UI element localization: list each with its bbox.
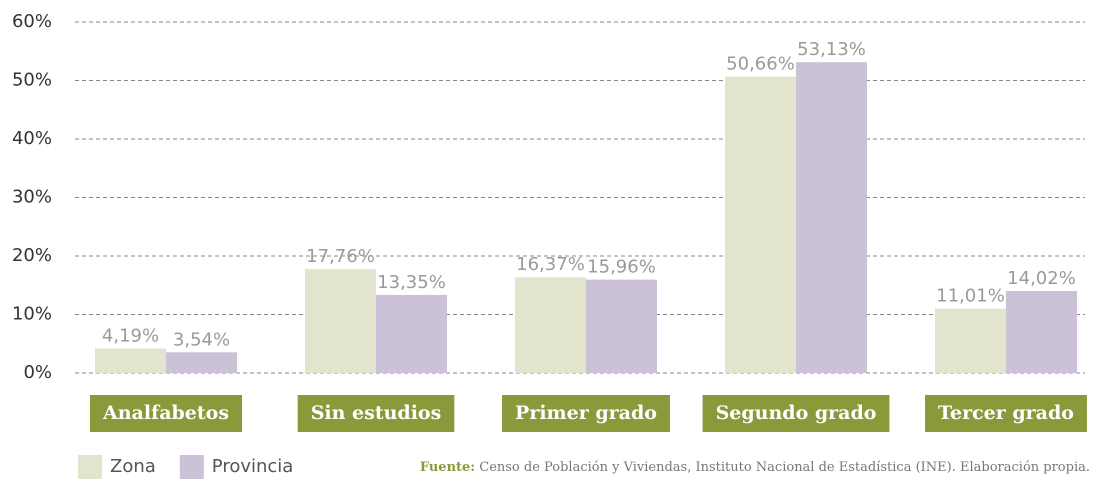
value-label: 16,37%	[516, 254, 585, 275]
bar	[515, 277, 586, 373]
category-box	[89, 395, 243, 432]
y-tick-label: 40%	[12, 128, 52, 149]
bar	[586, 279, 657, 373]
source-text: Censo de Población y Viviendas, Institut…	[479, 460, 1090, 475]
legend-label: Zona	[110, 456, 156, 477]
category-label: Analfabetos	[102, 402, 229, 424]
value-label: 4,19%	[102, 325, 159, 346]
category-box	[297, 395, 455, 432]
value-label: 13,35%	[377, 272, 446, 293]
y-tick-label: 20%	[12, 245, 52, 266]
legend-label: Provincia	[212, 456, 294, 477]
y-tick-label: 10%	[12, 304, 52, 325]
category-label: Primer grado	[515, 402, 657, 424]
category-label: Tercer grado	[938, 402, 1074, 424]
source: Fuente: Censo de Población y Viviendas, …	[420, 460, 1090, 475]
value-label: 15,96%	[587, 257, 656, 278]
category-box	[925, 395, 1087, 432]
bar	[305, 269, 376, 373]
bar	[1006, 290, 1077, 373]
bar	[725, 76, 796, 373]
y-tick-label: 50%	[12, 70, 52, 91]
category-label: Sin estudios	[311, 402, 442, 424]
bar	[935, 308, 1006, 373]
value-label: 14,02%	[1007, 268, 1076, 289]
bar	[796, 62, 867, 373]
y-tick-label: 0%	[23, 362, 52, 383]
value-label: 17,76%	[306, 246, 375, 267]
category-box	[502, 395, 670, 432]
y-tick-label: 60%	[12, 11, 52, 32]
source-label: Fuente:	[420, 460, 475, 475]
legend-swatch	[179, 455, 204, 479]
value-label: 53,13%	[797, 39, 866, 60]
bar	[166, 352, 237, 373]
category-box	[702, 395, 890, 432]
value-label: 11,01%	[936, 286, 1005, 307]
value-label: 50,66%	[726, 54, 795, 75]
bar	[376, 294, 447, 373]
legend-swatch	[78, 455, 102, 479]
category-label: Segundo grado	[716, 402, 877, 424]
bar	[95, 348, 166, 373]
value-label: 3,54%	[173, 329, 230, 350]
y-tick-label: 30%	[12, 187, 52, 208]
